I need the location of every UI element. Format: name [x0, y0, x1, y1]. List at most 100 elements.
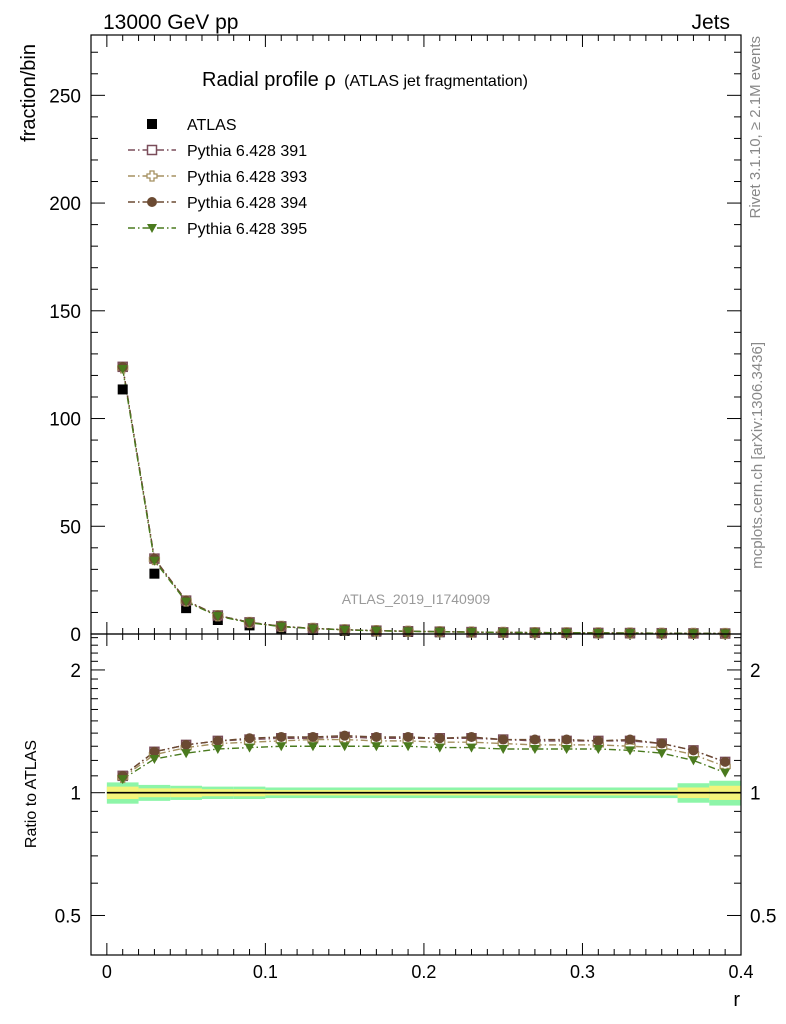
main-data-point [212, 612, 223, 622]
header-right: Jets [691, 11, 730, 34]
main-data-point [307, 624, 318, 634]
ratio-data-point [371, 742, 382, 752]
ratio-series-markers [117, 730, 731, 785]
ratio-data-point [181, 749, 192, 759]
main-data-point [403, 627, 414, 637]
legend-marker [146, 170, 158, 182]
ratio-data-point [688, 756, 699, 766]
main-data-point [181, 603, 192, 614]
main-data-point [149, 568, 160, 579]
main-data-point [117, 384, 128, 395]
legend-marker [147, 224, 157, 233]
legend-marker [147, 197, 157, 207]
x-tick-label: 0.1 [253, 962, 278, 982]
y-tick-label: 200 [49, 194, 81, 215]
main-data-point [466, 628, 477, 638]
ratio-data-point [498, 744, 509, 754]
ratio-data-point [593, 744, 604, 754]
ratio-data-point [720, 756, 731, 767]
x-tick-label: 0.4 [728, 962, 753, 982]
main-data-point [244, 618, 255, 628]
legend-label: Pythia 6.428 391 [187, 143, 307, 160]
ratio-data-point [466, 743, 477, 753]
ratio-data-point [593, 735, 604, 746]
ratio-data-point [720, 768, 731, 778]
main-data-point [149, 556, 160, 566]
ratio-data-point [625, 746, 636, 756]
y-tick-label: 100 [49, 410, 81, 431]
ratio-data-point [466, 731, 477, 742]
plot-frames [90, 34, 742, 956]
ratio-data-point [656, 738, 667, 749]
rivet-side-label: Rivet 3.1.10, ≥ 2.1M events [747, 36, 764, 219]
ratio-data-point [244, 733, 255, 744]
ratio-data-point [307, 731, 318, 742]
ratio-data-point [276, 731, 287, 742]
legend-marker [146, 144, 158, 156]
y-axis-label-main: fraction/bin [18, 44, 40, 142]
ratio-data-point [307, 742, 318, 752]
main-data-point [529, 628, 540, 638]
ratio-data-point [339, 742, 350, 752]
main-data-point [276, 622, 287, 632]
ratio-y-tick-label-right: 1 [750, 784, 761, 805]
legend-label: Pythia 6.428 393 [187, 169, 307, 186]
y-tick-label: 50 [60, 517, 81, 538]
ratio-data-point [688, 745, 699, 756]
ratio-data-point [149, 746, 160, 757]
legend-label: ATLAS [187, 117, 237, 134]
ratio-data-point [117, 775, 128, 785]
tick-labels: 0 0.1 0.2 0.3 0.4 0 50 100 150 200 250 0.5 0.5 1 1 2 2 [49, 86, 776, 982]
header-left: 13000 GeV pp [103, 11, 238, 34]
x-tick-label: 0 [102, 962, 112, 982]
main-data-point [117, 364, 128, 374]
y-tick-label: 150 [49, 302, 81, 323]
ratio-data-point [561, 744, 572, 754]
chart-title: Radial profile ρ (ATLAS jet fragmentatio… [202, 69, 528, 91]
ratio-y-tick-label-right: 0.5 [750, 906, 776, 927]
ratio-data-point [434, 743, 445, 753]
main-series-markers [117, 361, 731, 640]
main-data-point [561, 628, 572, 638]
main-data-point [339, 625, 350, 635]
ratio-plot-frame [90, 633, 742, 956]
ratio-y-tick-label: 1 [70, 784, 81, 805]
ratio-data-point [434, 733, 445, 744]
y-tick-label: 0 [70, 625, 81, 646]
ratio-y-tick-label-right: 2 [750, 661, 761, 682]
ratio-y-tick-label: 0.5 [55, 906, 81, 927]
mcplots-side-label: mcplots.cern.ch [arXiv:1306.3436] [749, 342, 766, 569]
ratio-data-point [212, 735, 223, 746]
ratio-data-point [149, 754, 160, 764]
ratio-data-point [403, 742, 414, 752]
ratio-data-point [656, 749, 667, 759]
y-tick-label: 250 [49, 86, 81, 107]
main-data-point [434, 627, 445, 637]
main-data-point [498, 628, 509, 638]
x-axis-label: r [733, 989, 740, 1011]
ratio-data-point [529, 744, 540, 754]
ratio-data-point [371, 731, 382, 742]
legend-label: Pythia 6.428 394 [187, 195, 307, 212]
main-data-point [371, 626, 382, 636]
legend-marker [147, 119, 157, 129]
ratio-data-point [181, 739, 192, 750]
x-tick-label: 0.3 [570, 962, 595, 982]
reference-band [106, 780, 741, 806]
ratio-data-point [498, 734, 509, 745]
ratio-data-point [339, 730, 350, 741]
legend: ATLAS Pythia 6.428 391 Pythia 6.428 393 Pyt… [128, 117, 307, 238]
ratio-series-line [122, 734, 726, 777]
x-tick-label: 0.2 [411, 962, 436, 982]
ratio-series-line [122, 745, 726, 780]
y-axis-label-ratio: Ratio to ATLAS [23, 740, 40, 848]
ratio-y-tick-label: 2 [70, 661, 81, 682]
legend-label: Pythia 6.428 395 [187, 221, 307, 238]
watermark-label: ATLAS_2019_I1740909 [342, 591, 491, 607]
ratio-data-point [276, 742, 287, 752]
ratio-data-point [403, 731, 414, 742]
ratio-data-point [244, 743, 255, 753]
ratio-data-point [529, 734, 540, 745]
ratio-data-point [212, 744, 223, 754]
